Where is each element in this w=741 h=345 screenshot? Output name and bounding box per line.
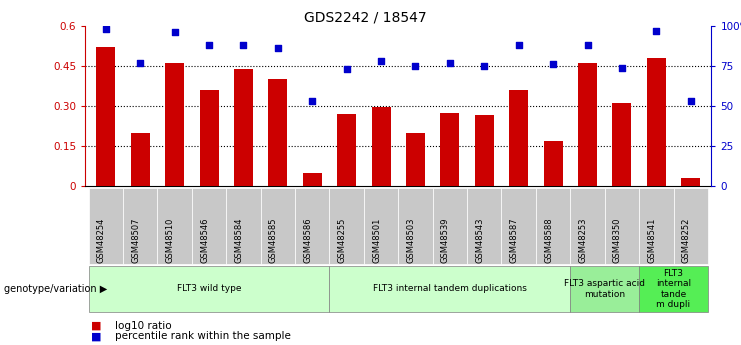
Text: GDS2242 / 18547: GDS2242 / 18547 <box>305 10 427 24</box>
Point <box>685 99 697 104</box>
Bar <box>268 79 288 186</box>
Point <box>616 65 628 70</box>
Text: GSM48586: GSM48586 <box>303 217 312 263</box>
Bar <box>440 113 459 186</box>
Text: FLT3 aspartic acid
mutation: FLT3 aspartic acid mutation <box>564 279 645 299</box>
Point <box>169 30 181 35</box>
Text: GSM48501: GSM48501 <box>372 217 381 263</box>
Text: GSM48254: GSM48254 <box>97 217 106 263</box>
Text: GSM48546: GSM48546 <box>200 217 209 263</box>
Text: GSM48252: GSM48252 <box>682 217 691 263</box>
Bar <box>96 47 116 186</box>
Text: GSM48253: GSM48253 <box>579 217 588 263</box>
Point <box>444 60 456 66</box>
Text: FLT3
internal
tande
m dupli: FLT3 internal tande m dupli <box>656 269 691 309</box>
Text: FLT3 wild type: FLT3 wild type <box>177 284 242 294</box>
Text: ■: ■ <box>91 321 102 331</box>
Bar <box>681 178 700 186</box>
Text: GSM48587: GSM48587 <box>510 217 519 263</box>
Bar <box>199 90 219 186</box>
Bar <box>303 173 322 186</box>
Bar <box>475 116 494 186</box>
Point <box>410 63 422 69</box>
Text: GSM48541: GSM48541 <box>648 217 657 263</box>
Bar <box>234 69 253 186</box>
Point <box>134 60 146 66</box>
Text: GSM48507: GSM48507 <box>131 217 140 263</box>
Point <box>306 99 318 104</box>
Point <box>203 42 215 48</box>
Bar <box>578 63 597 186</box>
Bar <box>337 114 356 186</box>
Point <box>582 42 594 48</box>
Text: GSM48588: GSM48588 <box>544 217 553 263</box>
Bar <box>647 58 665 186</box>
Text: GSM48585: GSM48585 <box>269 217 278 263</box>
Text: GSM48539: GSM48539 <box>441 217 450 263</box>
Point <box>272 46 284 51</box>
Text: GSM48255: GSM48255 <box>338 217 347 263</box>
Bar <box>544 141 562 186</box>
Point <box>547 62 559 67</box>
Text: GSM48584: GSM48584 <box>234 217 244 263</box>
Point <box>479 63 491 69</box>
Bar <box>372 107 391 186</box>
Text: genotype/variation ▶: genotype/variation ▶ <box>4 284 107 294</box>
Text: percentile rank within the sample: percentile rank within the sample <box>115 332 290 341</box>
Bar <box>131 133 150 186</box>
Point <box>341 67 353 72</box>
Text: GSM48503: GSM48503 <box>407 217 416 263</box>
Text: GSM48543: GSM48543 <box>475 217 485 263</box>
Text: GSM48350: GSM48350 <box>613 217 622 263</box>
Bar <box>509 90 528 186</box>
Bar <box>613 104 631 186</box>
Point <box>238 42 250 48</box>
Text: log10 ratio: log10 ratio <box>115 321 171 331</box>
Point <box>375 58 387 64</box>
Bar <box>165 63 184 186</box>
Point <box>651 28 662 33</box>
Point <box>513 42 525 48</box>
Point <box>100 26 112 32</box>
Text: ■: ■ <box>91 332 102 341</box>
Text: FLT3 internal tandem duplications: FLT3 internal tandem duplications <box>373 284 527 294</box>
Text: GSM48510: GSM48510 <box>166 217 175 263</box>
Bar <box>406 133 425 186</box>
